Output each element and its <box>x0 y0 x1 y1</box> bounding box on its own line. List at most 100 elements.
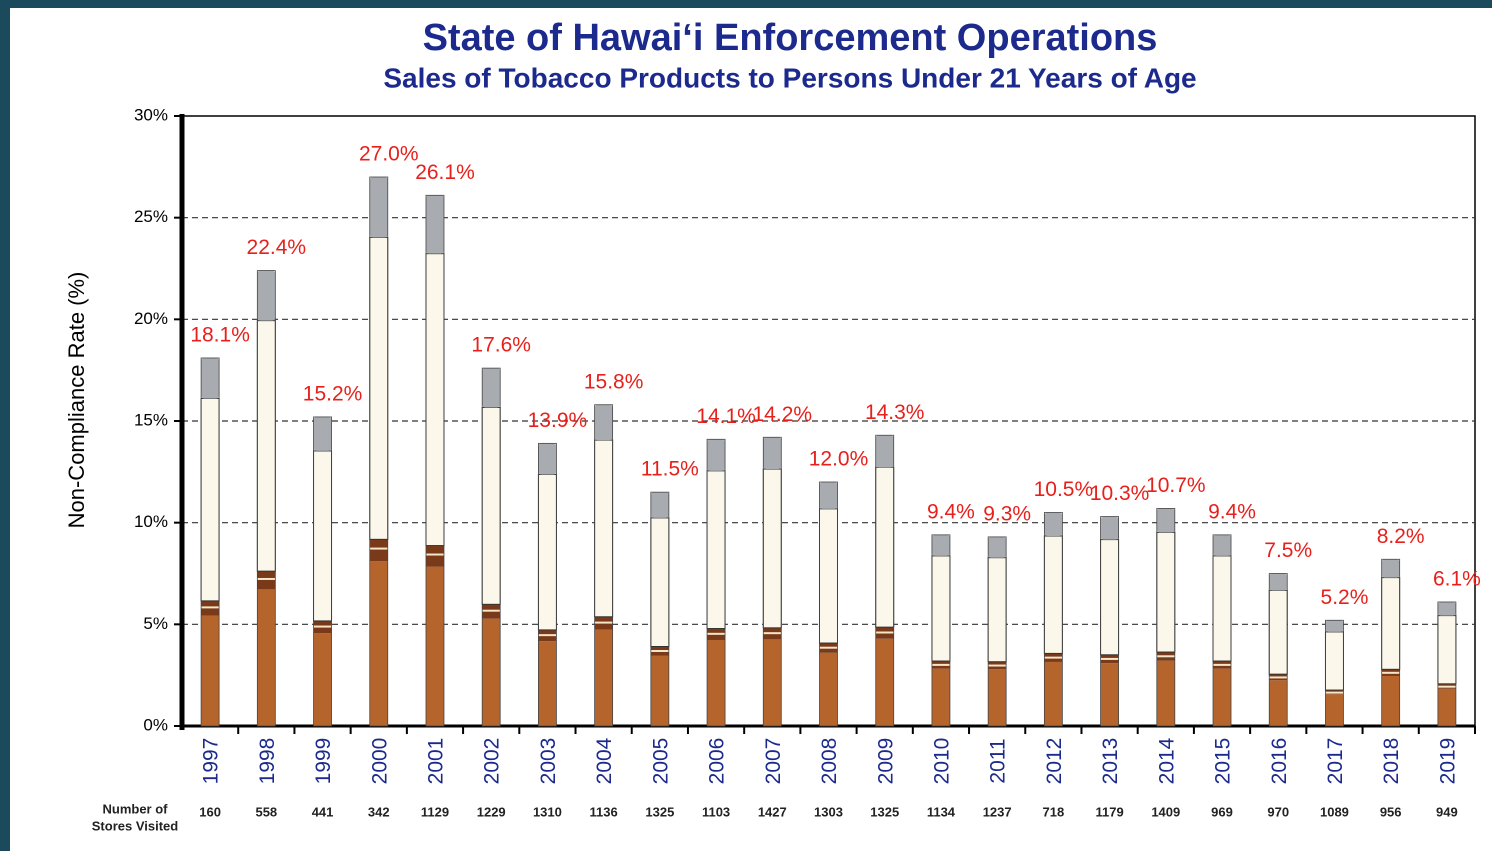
data-label: 26.1% <box>415 161 475 184</box>
cigarette-ring <box>1100 657 1119 660</box>
cigarette-ash <box>594 404 613 441</box>
bar <box>650 491 670 727</box>
cigarette-ring <box>1213 663 1232 666</box>
cigarette-ring <box>369 547 388 550</box>
cigarette-body <box>1100 539 1120 656</box>
cigarette-body <box>537 473 557 631</box>
cigarette-filter <box>425 566 444 726</box>
stores-count: 1427 <box>758 804 787 819</box>
cigarette-filter <box>1269 680 1288 726</box>
cigarette-filter <box>1044 661 1063 726</box>
data-label: 10.5% <box>1034 478 1094 501</box>
x-tick-label: 2012 <box>1043 738 1066 785</box>
x-tick-label: 2016 <box>1268 738 1291 785</box>
stores-count: 441 <box>312 804 334 819</box>
x-tick-label: 1997 <box>200 738 223 785</box>
data-label: 15.2% <box>303 382 363 405</box>
cigarette <box>313 416 333 727</box>
cigarette-filter <box>1213 668 1232 726</box>
stores-count: 1134 <box>927 804 956 819</box>
cigarette-body <box>650 517 670 647</box>
stores-count: 1129 <box>421 804 449 819</box>
stores-count: 1237 <box>983 804 1012 819</box>
data-label: 9.4% <box>1208 500 1256 523</box>
cigarette-body <box>1043 535 1063 654</box>
cigarette <box>1100 516 1120 727</box>
cigarette-filter <box>1325 694 1344 726</box>
cigarette-filter <box>875 638 894 726</box>
cigarette-ash <box>650 492 669 518</box>
y-tick-label: 5% <box>143 614 168 633</box>
data-label: 12.0% <box>809 448 869 471</box>
cigarette-ring <box>425 545 444 567</box>
x-tick-label: 2007 <box>762 738 785 785</box>
cigarette <box>200 357 220 727</box>
cigarette-filter <box>594 629 613 726</box>
bar <box>931 534 951 727</box>
cigarette-ring <box>931 663 950 666</box>
cigarette-ring <box>369 539 388 562</box>
cigarette <box>256 270 276 727</box>
cigarette <box>1381 558 1401 727</box>
cigarette-filter <box>763 639 782 726</box>
cigarette-body <box>1212 555 1232 662</box>
cigarette-filter <box>1437 688 1456 726</box>
cigarette-ash <box>313 416 332 451</box>
cigarette-body <box>200 397 220 602</box>
data-label: 10.3% <box>1090 482 1150 505</box>
bar <box>762 436 782 727</box>
cigarette <box>1212 534 1232 727</box>
cigarette <box>1324 619 1344 727</box>
cigarette-filter <box>538 641 557 726</box>
data-label: 14.2% <box>753 403 813 426</box>
cigarette-ring <box>482 609 501 612</box>
cigarette-ash <box>257 270 276 321</box>
bar <box>875 434 895 727</box>
cigarette-ring <box>425 553 444 556</box>
y-tick-label: 20% <box>134 309 168 328</box>
data-label: 18.1% <box>190 324 250 347</box>
stores-count: 1325 <box>870 804 899 819</box>
cigarette-body <box>1381 577 1401 670</box>
stores-count: 1325 <box>645 804 674 819</box>
cigarette <box>650 491 670 727</box>
data-label: 13.9% <box>528 409 588 432</box>
cigarette-ring <box>313 625 332 628</box>
cigarette-body <box>987 557 1007 663</box>
cigarette-body <box>875 466 895 628</box>
cigarette-filter <box>482 618 501 726</box>
cigarette-ring <box>1381 671 1400 674</box>
cigarette-filter <box>707 639 726 726</box>
cigarette-ash <box>482 368 501 408</box>
y-tick-label: 0% <box>143 715 168 734</box>
data-label: 27.0% <box>359 143 419 166</box>
stores-count: 558 <box>255 804 277 819</box>
stores-label: Stores Visited <box>92 818 179 833</box>
cigarette-body <box>706 470 726 630</box>
bar <box>1325 619 1344 727</box>
stores-count: 1229 <box>477 804 506 819</box>
cigarette-ash <box>763 437 782 470</box>
cigarette <box>1268 573 1288 727</box>
cigarette-ash <box>1269 573 1288 591</box>
data-label: 8.2% <box>1377 525 1425 548</box>
y-axis-label: Non-Compliance Rate (%) <box>64 272 89 529</box>
bar <box>1381 558 1401 727</box>
cigarette-ash <box>875 435 894 468</box>
cigarette-filter <box>988 669 1007 726</box>
cigarette-ring <box>1269 676 1288 679</box>
cigarette-ash <box>1325 620 1344 632</box>
stores-count: 1136 <box>590 804 618 819</box>
cigarette-ash <box>1100 516 1119 540</box>
x-tick-label: 2019 <box>1436 738 1459 785</box>
x-tick-label: 2018 <box>1380 738 1403 785</box>
stores-count: 1103 <box>702 804 730 819</box>
x-tick-label: 2002 <box>481 738 504 785</box>
cigarette-filter <box>313 633 332 726</box>
bar <box>706 438 726 727</box>
cigarette-ring <box>257 571 276 590</box>
cigarette-filter <box>650 655 669 726</box>
y-tick-label: 10% <box>134 512 168 531</box>
x-tick-label: 2011 <box>987 738 1010 783</box>
